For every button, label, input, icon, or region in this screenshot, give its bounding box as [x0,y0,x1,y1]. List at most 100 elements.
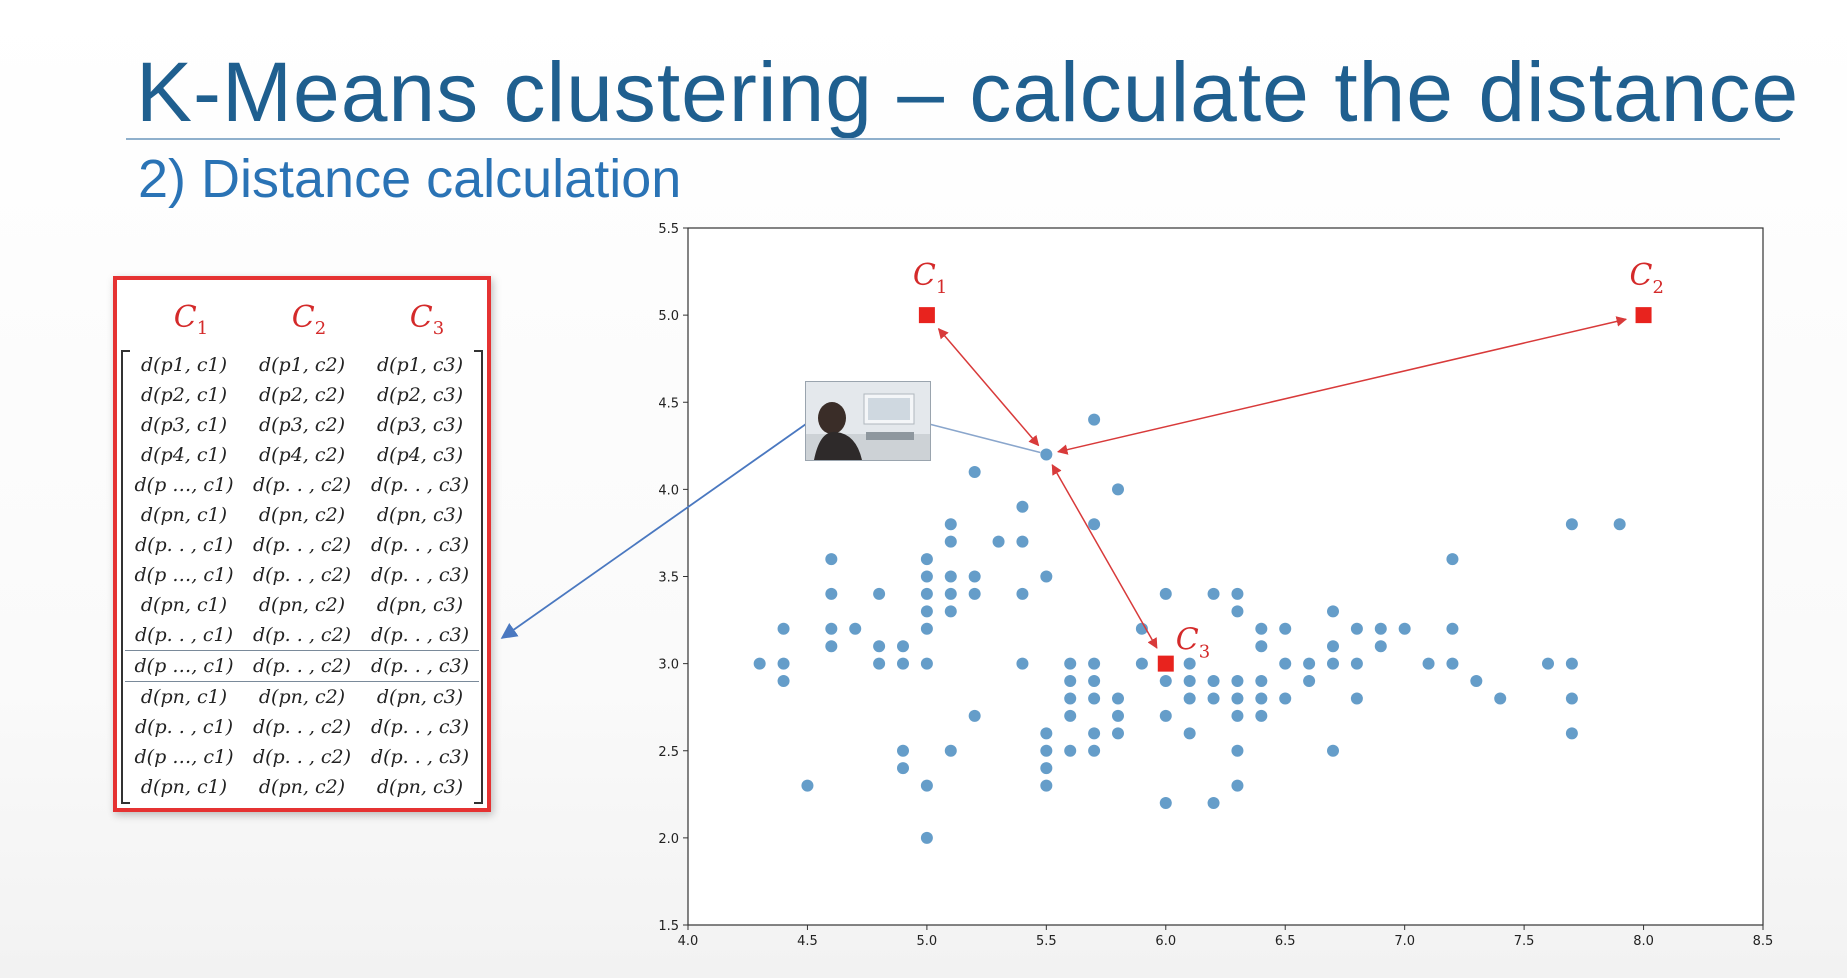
data-point [1255,709,1268,722]
centroid-label-c3: C3 [1176,623,1210,663]
matrix-header-c3: C3 [409,300,445,339]
data-point [897,744,909,757]
data-point [1303,675,1316,688]
data-point [1446,657,1459,670]
centroid-label-subscript: 1 [936,277,947,298]
data-point [968,709,981,722]
data-point [1159,587,1172,600]
matrix-pointer-arrow [500,423,807,639]
x-tick-label: 6.0 [1155,934,1176,949]
matrix-cell: d(p3, c1) [140,414,228,436]
data-point [968,465,981,478]
slide-subtitle: 2) Distance calculation [138,149,682,209]
data-point [1565,727,1578,740]
centroid-marker-c1 [918,307,935,324]
data-point [1231,587,1244,600]
data-point [920,622,933,635]
matrix-cell: d(p2, c3) [376,384,464,406]
data-point [849,622,862,635]
matrix-row: d(p …, c1) d(p. . , c2) d(p. . , c3) [125,470,479,500]
data-point [1040,744,1053,757]
data-point [1135,657,1148,670]
data-point [1112,727,1124,740]
matrix-cell: d(p. . , c3) [370,564,470,586]
data-point [1207,587,1220,600]
data-point [777,622,790,635]
matrix-cell: d(pn, c2) [258,594,346,616]
data-point [897,640,909,653]
data-point [1040,727,1053,740]
matrix-cell: d(pn, c1) [140,594,228,616]
y-tick-label: 4.5 [658,396,679,411]
data-point [897,657,909,670]
data-point [777,657,790,670]
data-point [1064,692,1077,705]
data-point [1255,622,1268,635]
matrix-header-c2: C2 [291,300,327,339]
matrix-cell: d(p …, c1) [134,564,234,586]
matrix-cell: d(p. . , c2) [252,564,352,586]
matrix-cell: d(p. . , c1) [134,716,234,738]
data-point [1422,657,1435,670]
data-point [944,605,957,618]
distance-arrow-c1 [937,327,1040,447]
data-point [1565,518,1578,531]
y-tick-label: 4.0 [658,483,679,498]
matrix-cell: d(pn, c1) [140,504,228,526]
data-point [1350,622,1363,635]
data-point [1064,709,1077,722]
data-point [777,675,790,688]
matrix-rows: d(p1, c1) d(p1, c2) d(p1, c3) d(p2, c1) d(p2… [125,350,479,802]
matrix-cell: d(p4, c2) [258,444,346,466]
data-point [1112,483,1124,496]
data-point [897,762,909,775]
data-point [1088,675,1101,688]
x-tick-label: 5.0 [917,934,938,949]
x-tick-label: 4.0 [678,934,699,949]
x-tick-label: 5.5 [1036,934,1057,949]
data-point [825,640,838,653]
matrix-cell: d(p. . , c2) [252,624,352,646]
data-point [1183,692,1196,705]
data-point [992,535,1005,548]
data-point [1446,553,1459,566]
matrix-cell: d(p2, c1) [140,384,228,406]
matrix-row: d(pn, c1) d(pn, c2) d(pn, c3) [125,590,479,620]
data-point [1303,657,1316,670]
data-point [968,570,981,583]
matrix-cell: d(p …, c1) [134,474,234,496]
matrix-cell: d(p. . , c1) [134,624,234,646]
y-tick-label: 2.5 [658,745,679,760]
matrix-row: d(p. . , c1) d(p. . , c2) d(p. . , c3) [125,620,479,650]
data-point [1159,709,1172,722]
data-point [873,587,886,600]
matrix-cell: d(p1, c3) [376,354,464,376]
data-point [1231,605,1244,618]
data-point [1112,709,1124,722]
data-point [1040,570,1053,583]
matrix-row: d(pn, c1) d(pn, c2) d(pn, c3) [125,682,479,712]
centroid-label-letter: C [913,258,936,293]
data-point [1064,657,1077,670]
centroid-label-subscript: 3 [1199,642,1210,663]
data-point [1112,692,1124,705]
data-point [1374,622,1387,635]
matrix-cell: d(p4, c1) [140,444,228,466]
x-tick-label: 6.5 [1275,934,1296,949]
data-point [1159,797,1172,810]
data-point [1088,727,1101,740]
data-point [1016,657,1029,670]
data-point [1088,413,1101,426]
matrix-row: d(pn, c1) d(pn, c2) d(pn, c3) [125,500,479,530]
matrix-row: d(p4, c1) d(p4, c2) d(p4, c3) [125,440,479,470]
matrix-cell: d(p2, c2) [258,384,346,406]
data-point [1565,657,1578,670]
data-point [801,779,814,792]
data-point [753,657,766,670]
distance-matrix: C1 C2 C3 d(p1, c1) d(p1, c2) d(p1, c3) d(p2… [113,276,491,812]
matrix-cell: d(pn, c3) [376,594,464,616]
data-point [1088,657,1101,670]
data-point [1231,779,1244,792]
data-point [1374,640,1387,653]
data-point [1064,744,1077,757]
